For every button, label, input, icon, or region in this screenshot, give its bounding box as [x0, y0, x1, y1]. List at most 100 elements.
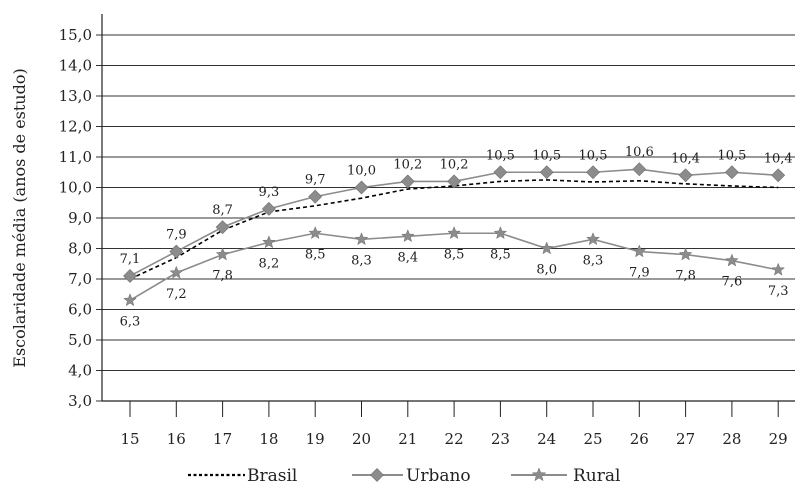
urbano-point: [539, 165, 554, 180]
rural-data-label: 7,3: [768, 284, 789, 299]
urbano-data-label: 10,5: [717, 148, 746, 163]
legend-diamond-icon: [370, 468, 384, 482]
urbano-data-label: 10,2: [393, 157, 422, 172]
x-tick-label: 23: [491, 430, 510, 448]
rural-data-label: 7,9: [629, 266, 650, 281]
x-tick-label: 27: [676, 430, 695, 448]
urbano-data-label: 10,4: [671, 151, 700, 166]
rural-data-label: 8,4: [397, 250, 418, 265]
rural-data-label: 7,8: [212, 269, 233, 284]
rural-point: [725, 253, 739, 267]
rural-point: [354, 232, 369, 246]
x-tick-label: 24: [537, 430, 556, 448]
urbano-data-label: 9,7: [305, 173, 326, 188]
x-tick-label: 28: [722, 430, 741, 448]
rural-point: [262, 235, 276, 249]
legend-star-icon: [531, 467, 547, 482]
rural-point: [678, 247, 693, 261]
y-tick-label: 11,0: [59, 148, 92, 166]
urbano-point: [586, 165, 600, 180]
urbano-data-label: 9,3: [259, 185, 280, 200]
urbano-data-label: 7,1: [120, 252, 141, 267]
urbano-point: [261, 201, 276, 216]
rural-data-label: 7,2: [166, 287, 187, 302]
rural-point: [169, 265, 184, 279]
x-tick-label: 25: [583, 430, 602, 448]
y-tick-label: 7,0: [68, 270, 92, 288]
urbano-point: [632, 162, 647, 177]
urbano-point: [354, 180, 369, 195]
x-tick-label: 20: [352, 430, 371, 448]
rural-data-label: 7,6: [722, 275, 743, 290]
x-tick-label: 15: [120, 430, 139, 448]
legend-brasil-label: Brasil: [247, 466, 297, 486]
grid-lines: [96, 34, 795, 402]
urbano-data-label: 10,4: [764, 151, 793, 166]
y-tick-label: 3,0: [68, 392, 92, 410]
x-tick-label: 29: [769, 430, 788, 448]
urbano-point: [215, 220, 230, 235]
urbano-point: [771, 168, 786, 183]
rural-data-label: 7,8: [675, 269, 696, 284]
rural-point: [215, 247, 230, 261]
y-tick-label: 4,0: [68, 362, 92, 380]
urbano-point: [724, 165, 739, 180]
y-tick-label: 14,0: [59, 57, 92, 75]
urbano-data-label: 10,2: [440, 157, 469, 172]
urbano-point: [400, 174, 415, 189]
urbano-point: [123, 269, 137, 283]
rural-data-label: 8,5: [490, 247, 511, 262]
urbano-point: [308, 189, 323, 204]
data-labels: 7,1 7,9 8,7 9,3 9,7 10,0 10,2 10,2 10,5 10,5 10,5 1…: [120, 145, 793, 329]
x-tick-label: 26: [630, 430, 649, 448]
x-tick-label: 18: [259, 430, 278, 448]
y-tick-label: 12,0: [59, 118, 92, 136]
rural-data-label: 8,5: [305, 247, 326, 262]
rural-point: [539, 241, 554, 255]
rural-data-label: 8,5: [444, 247, 465, 262]
rural-data-label: 6,3: [120, 314, 141, 329]
y-tick-label: 15,0: [59, 26, 92, 44]
rural-point: [493, 226, 508, 240]
rural-point: [771, 262, 786, 276]
urbano-point: [678, 168, 693, 183]
urbano-data-label: 10,0: [347, 164, 376, 179]
urbano-data-label: 10,5: [579, 148, 608, 163]
x-tick-label: 21: [398, 430, 417, 448]
rural-point: [308, 226, 323, 240]
rural-point: [586, 232, 600, 246]
legend-urbano-label: Urbano: [406, 466, 471, 486]
x-tick-label: 19: [306, 430, 325, 448]
urbano-data-label: 8,7: [212, 203, 233, 218]
series-brasil-line: [129, 179, 779, 280]
y-tick-label: 5,0: [68, 331, 92, 349]
rural-point: [400, 229, 415, 243]
y-tick-label: 8,0: [68, 240, 92, 258]
y-tick-labels: 3,0 4,0 5,0 6,0 7,0 8,0 9,0 10,0 11,0 12,0 13,0 14,…: [59, 26, 92, 410]
rural-point: [123, 293, 137, 307]
x-tick-label: 16: [167, 430, 186, 448]
urbano-point: [493, 165, 508, 180]
rural-data-label: 8,3: [583, 253, 604, 268]
urbano-data-label: 10,5: [486, 148, 515, 163]
urbano-point: [447, 174, 462, 189]
rural-point: [447, 226, 461, 240]
rural-data-label: 8,2: [259, 256, 280, 271]
legend: Brasil Urbano Rural: [188, 466, 620, 486]
y-tick-label: 10,0: [59, 179, 92, 197]
axes: [101, 14, 795, 417]
y-tick-label: 9,0: [68, 209, 92, 227]
rural-data-label: 8,3: [351, 253, 372, 268]
series-rural-line: [129, 232, 779, 302]
urbano-data-label: 10,5: [532, 148, 561, 163]
series-layer: [123, 162, 786, 307]
urbano-data-label: 7,9: [166, 228, 187, 243]
y-tick-label: 13,0: [59, 87, 92, 105]
y-tick-label: 6,0: [68, 301, 92, 319]
urbano-point: [169, 244, 184, 259]
urbano-data-label: 10,6: [625, 145, 654, 160]
rural-data-label: 8,0: [536, 263, 557, 278]
x-tick-label: 22: [445, 430, 464, 448]
rural-point: [632, 244, 647, 258]
